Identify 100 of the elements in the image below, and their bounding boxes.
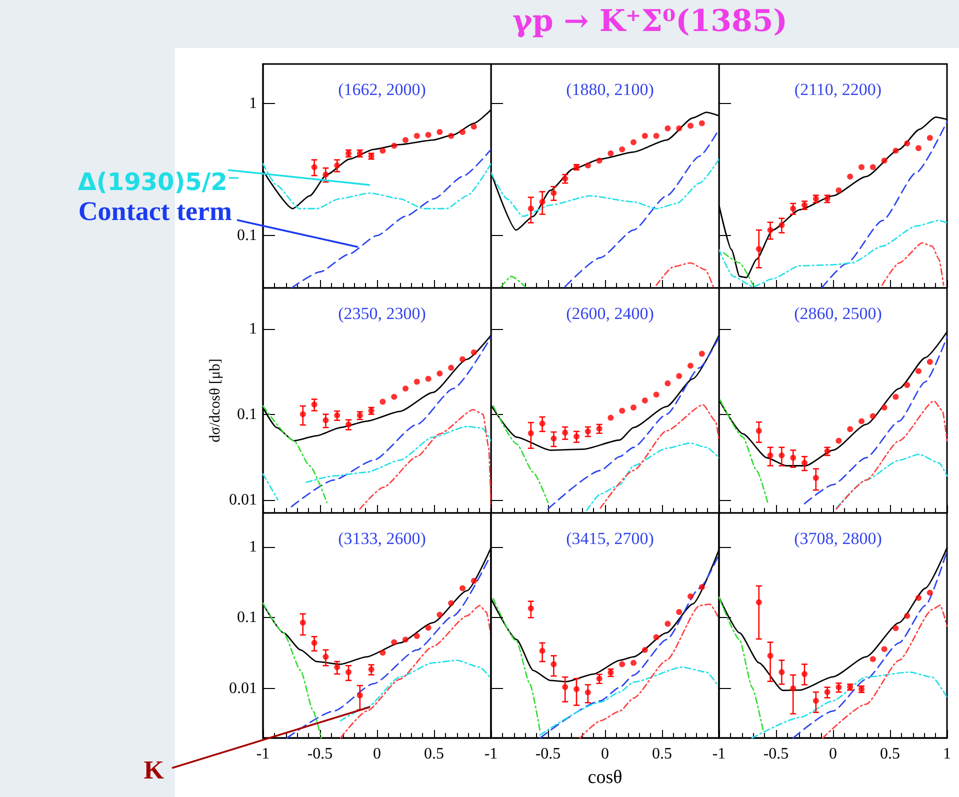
point	[630, 404, 636, 410]
x-tick-label: 1	[943, 746, 951, 762]
x-tick-label: 0.5	[652, 746, 672, 762]
x-tick-label: 0	[829, 746, 837, 762]
point	[824, 448, 830, 454]
point	[892, 148, 899, 154]
y-tick-label: 1	[249, 320, 257, 338]
y-tick-label: 0.1	[237, 609, 257, 626]
point	[574, 433, 580, 440]
point	[812, 474, 819, 481]
x-tick-label: 0.5	[424, 746, 444, 762]
point	[778, 222, 785, 228]
point	[322, 417, 329, 424]
point	[574, 686, 580, 692]
point	[436, 612, 443, 618]
text: (3133, 2600)	[338, 529, 426, 548]
point	[539, 420, 546, 426]
point	[698, 350, 705, 357]
y-axis-title: dσ/dcosθ [μb]	[208, 358, 224, 442]
point	[802, 671, 808, 678]
text: Contact term	[78, 196, 232, 226]
point	[926, 358, 933, 365]
point	[550, 436, 557, 442]
point	[676, 373, 682, 380]
point	[448, 132, 454, 139]
point	[664, 125, 671, 132]
point	[562, 176, 568, 182]
point	[904, 612, 910, 619]
text: (1662, 2000)	[338, 80, 426, 99]
point	[790, 454, 796, 461]
point	[596, 676, 602, 682]
point	[460, 356, 466, 362]
line-series	[290, 148, 491, 288]
point	[436, 370, 443, 376]
point	[858, 164, 864, 170]
point	[790, 206, 796, 212]
y-tick-label: 0.1	[237, 406, 257, 423]
point	[346, 669, 352, 676]
point	[881, 404, 888, 410]
point	[916, 145, 922, 152]
line-series	[262, 405, 328, 504]
y-tick-label: 1	[249, 538, 257, 556]
point	[881, 158, 888, 164]
point	[380, 398, 386, 405]
point	[892, 625, 899, 632]
x-tick-label: -1	[256, 746, 270, 762]
y-tick-label: 0.01	[229, 491, 257, 508]
point	[448, 600, 454, 606]
point	[402, 137, 408, 144]
point	[630, 660, 636, 666]
point	[539, 648, 546, 654]
y-tick-label: 0.1	[237, 227, 257, 244]
point	[778, 452, 785, 458]
point	[847, 426, 854, 432]
point	[881, 646, 888, 652]
point	[311, 640, 318, 646]
text: (1880, 2100)	[566, 80, 654, 99]
text: (2350, 2300)	[338, 304, 426, 323]
point	[802, 460, 808, 466]
point	[562, 684, 568, 690]
x-tick-label: 0	[373, 746, 381, 762]
point	[756, 428, 762, 434]
y-tick-label: 0.01	[229, 680, 257, 697]
text: K	[144, 756, 165, 784]
point	[414, 378, 420, 385]
point	[584, 162, 591, 168]
point	[619, 408, 626, 414]
point	[664, 620, 671, 627]
point	[584, 428, 591, 434]
point	[778, 669, 785, 676]
point	[916, 368, 922, 374]
point	[368, 666, 374, 672]
x-tick-label: -0.5	[763, 746, 789, 762]
point	[664, 380, 671, 386]
point	[402, 636, 408, 643]
point	[698, 584, 705, 590]
point	[756, 599, 762, 606]
point	[334, 664, 340, 670]
point	[311, 164, 318, 170]
point	[653, 392, 660, 398]
x-tick-label: 0.5	[880, 746, 900, 762]
point	[858, 418, 864, 424]
point	[596, 426, 602, 432]
point	[414, 633, 420, 640]
point	[653, 634, 660, 640]
point	[916, 594, 922, 601]
point	[311, 402, 318, 408]
x-tick-label: -1	[712, 746, 726, 762]
point	[528, 430, 534, 436]
text: (3415, 2700)	[566, 529, 654, 548]
point	[380, 650, 386, 656]
point	[448, 364, 454, 371]
x-tick-label: -0.5	[307, 746, 333, 762]
line-series	[290, 336, 491, 508]
chart-title: γp → K⁺Σ⁰(1385)	[512, 4, 788, 39]
point	[653, 132, 660, 139]
point	[642, 397, 648, 404]
point	[767, 227, 774, 234]
point	[436, 128, 443, 135]
point	[300, 620, 306, 626]
